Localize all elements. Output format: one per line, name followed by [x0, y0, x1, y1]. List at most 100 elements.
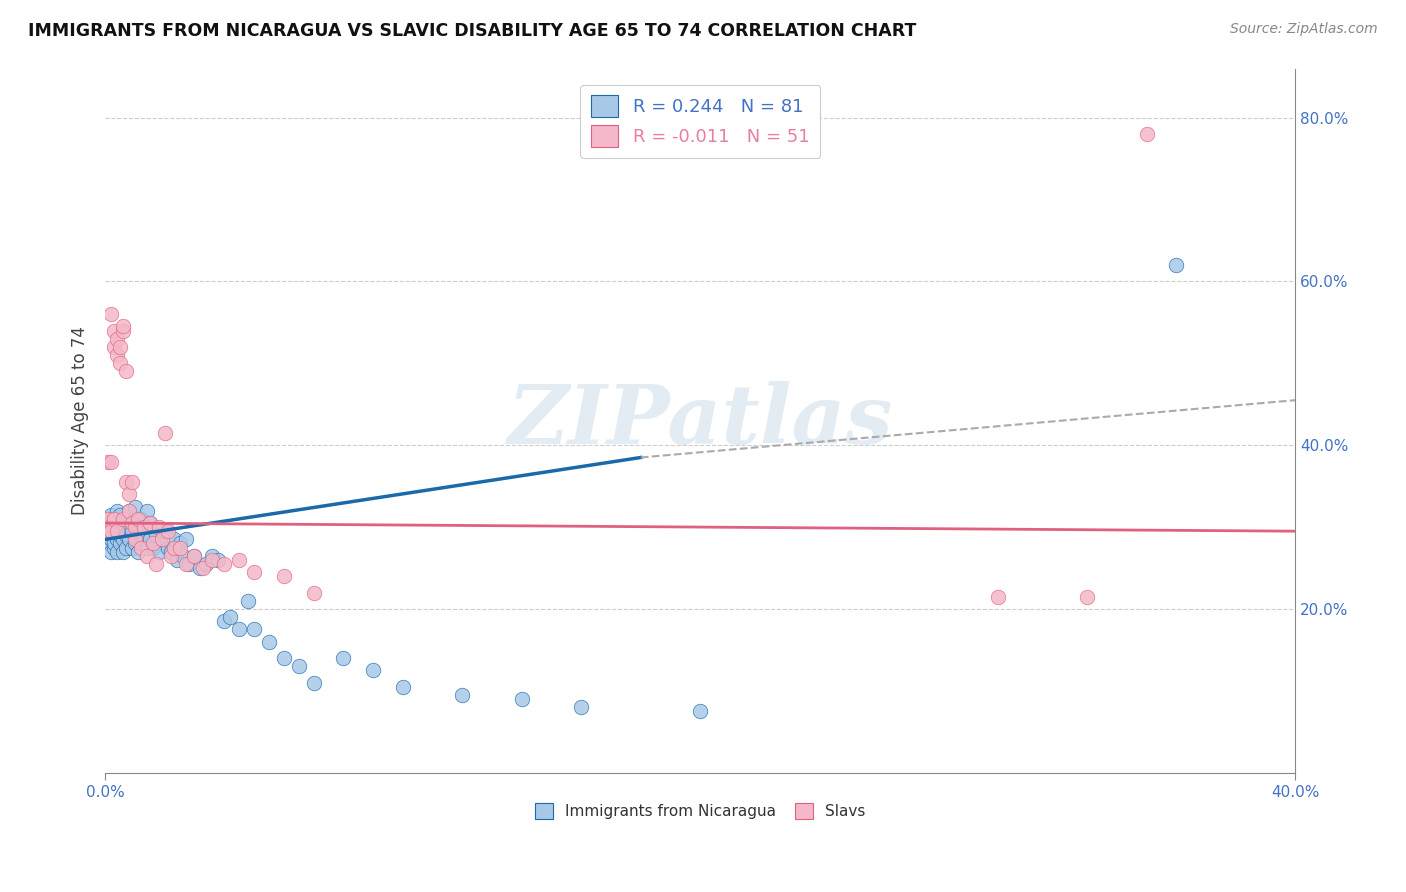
Point	[145, 557, 167, 571]
Point	[118, 533, 141, 547]
Point	[100, 533, 122, 547]
Point	[112, 324, 135, 338]
Point	[243, 565, 266, 579]
Point	[183, 549, 205, 563]
Point	[156, 524, 179, 538]
Point	[115, 364, 138, 378]
Point	[391, 680, 413, 694]
Point	[132, 520, 155, 534]
Point	[257, 634, 280, 648]
Point	[1136, 127, 1159, 141]
Point	[153, 425, 176, 440]
Point	[124, 536, 146, 550]
Point	[177, 557, 200, 571]
Point	[108, 528, 131, 542]
Point	[163, 541, 186, 555]
Text: Source: ZipAtlas.com: Source: ZipAtlas.com	[1230, 22, 1378, 37]
Point	[103, 512, 125, 526]
Point	[142, 536, 165, 550]
Point	[302, 675, 325, 690]
Point	[201, 549, 224, 563]
Point	[97, 524, 120, 538]
Point	[132, 533, 155, 547]
Point	[112, 544, 135, 558]
Point	[135, 504, 157, 518]
Point	[108, 520, 131, 534]
Point	[97, 536, 120, 550]
Point	[105, 524, 128, 538]
Y-axis label: Disability Age 65 to 74: Disability Age 65 to 74	[72, 326, 89, 515]
Point	[332, 651, 354, 665]
Point	[108, 536, 131, 550]
Point	[153, 524, 176, 538]
Point	[1076, 590, 1098, 604]
Point	[121, 475, 143, 489]
Point	[118, 504, 141, 518]
Point	[190, 561, 212, 575]
Point	[150, 533, 173, 547]
Point	[105, 544, 128, 558]
Point	[129, 512, 152, 526]
Point	[112, 512, 135, 526]
Point	[97, 528, 120, 542]
Point	[132, 520, 155, 534]
Point	[97, 512, 120, 526]
Point	[127, 524, 149, 538]
Point	[108, 356, 131, 370]
Point	[145, 528, 167, 542]
Point	[1166, 258, 1188, 272]
Point	[121, 541, 143, 555]
Point	[169, 541, 191, 555]
Point	[135, 549, 157, 563]
Point	[100, 307, 122, 321]
Point	[273, 569, 295, 583]
Point	[156, 541, 179, 555]
Point	[115, 512, 138, 526]
Point	[115, 528, 138, 542]
Point	[195, 557, 218, 571]
Point	[174, 533, 197, 547]
Point	[159, 549, 181, 563]
Point	[228, 553, 250, 567]
Point	[105, 533, 128, 547]
Point	[987, 590, 1010, 604]
Point	[174, 557, 197, 571]
Point	[115, 541, 138, 555]
Point	[148, 520, 170, 534]
Point	[163, 533, 186, 547]
Point	[103, 512, 125, 526]
Point	[103, 541, 125, 555]
Legend: Immigrants from Nicaragua, Slavs: Immigrants from Nicaragua, Slavs	[529, 797, 872, 825]
Point	[105, 520, 128, 534]
Point	[100, 520, 122, 534]
Point	[451, 688, 474, 702]
Point	[127, 512, 149, 526]
Point	[103, 536, 125, 550]
Point	[127, 544, 149, 558]
Point	[150, 533, 173, 547]
Point	[103, 324, 125, 338]
Point	[112, 319, 135, 334]
Point	[139, 516, 162, 530]
Point	[100, 544, 122, 558]
Point	[118, 487, 141, 501]
Point	[124, 500, 146, 514]
Point	[236, 594, 259, 608]
Point	[148, 544, 170, 558]
Point	[172, 549, 194, 563]
Point	[97, 520, 120, 534]
Point	[129, 536, 152, 550]
Point	[139, 516, 162, 530]
Point	[97, 454, 120, 468]
Point	[183, 549, 205, 563]
Point	[689, 704, 711, 718]
Point	[207, 553, 229, 567]
Point	[105, 524, 128, 538]
Text: ZIPatlas: ZIPatlas	[508, 381, 893, 460]
Point	[108, 340, 131, 354]
Point	[166, 553, 188, 567]
Point	[510, 692, 533, 706]
Point	[100, 508, 122, 522]
Point	[112, 516, 135, 530]
Point	[159, 544, 181, 558]
